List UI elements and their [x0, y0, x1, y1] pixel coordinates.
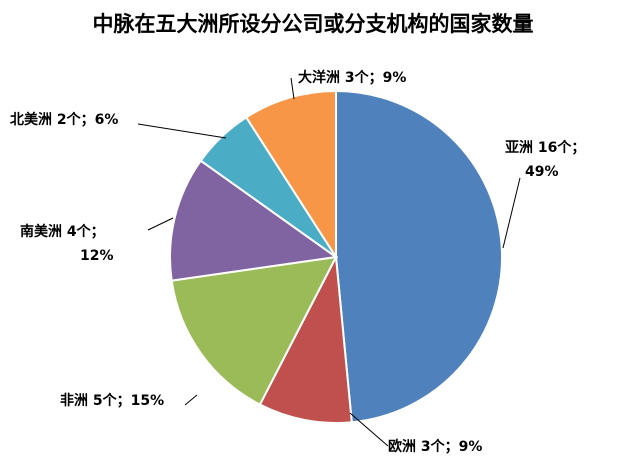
pie-slice-4 — [169, 159, 339, 282]
pie-slice-1 — [335, 89, 503, 424]
leader-line-2 — [349, 412, 389, 447]
data-label-6: 大洋洲 3个；9% — [298, 69, 406, 86]
data-label-5: 北美洲 2个；6% — [10, 111, 118, 128]
leader-line-6 — [290, 77, 295, 100]
pie-slice-6 — [244, 89, 337, 261]
leader-line-1 — [502, 177, 521, 249]
pie-slice-2 — [258, 253, 353, 424]
leader-line-5 — [137, 123, 227, 139]
data-label-3: 非洲 5个；15% — [60, 392, 164, 409]
leader-line-4 — [147, 217, 174, 231]
leader-line-3 — [184, 394, 198, 406]
pie-slice-3 — [170, 255, 338, 406]
chart-title: 中脉在五大洲所设分公司或分支机构的国家数量 — [92, 12, 534, 36]
data-label-2: 欧洲 3个；9% — [388, 438, 482, 455]
data-label-4: 南美洲 4个； 12% — [20, 223, 114, 264]
data-label-1: 亚洲 16个； 49% — [505, 139, 585, 180]
